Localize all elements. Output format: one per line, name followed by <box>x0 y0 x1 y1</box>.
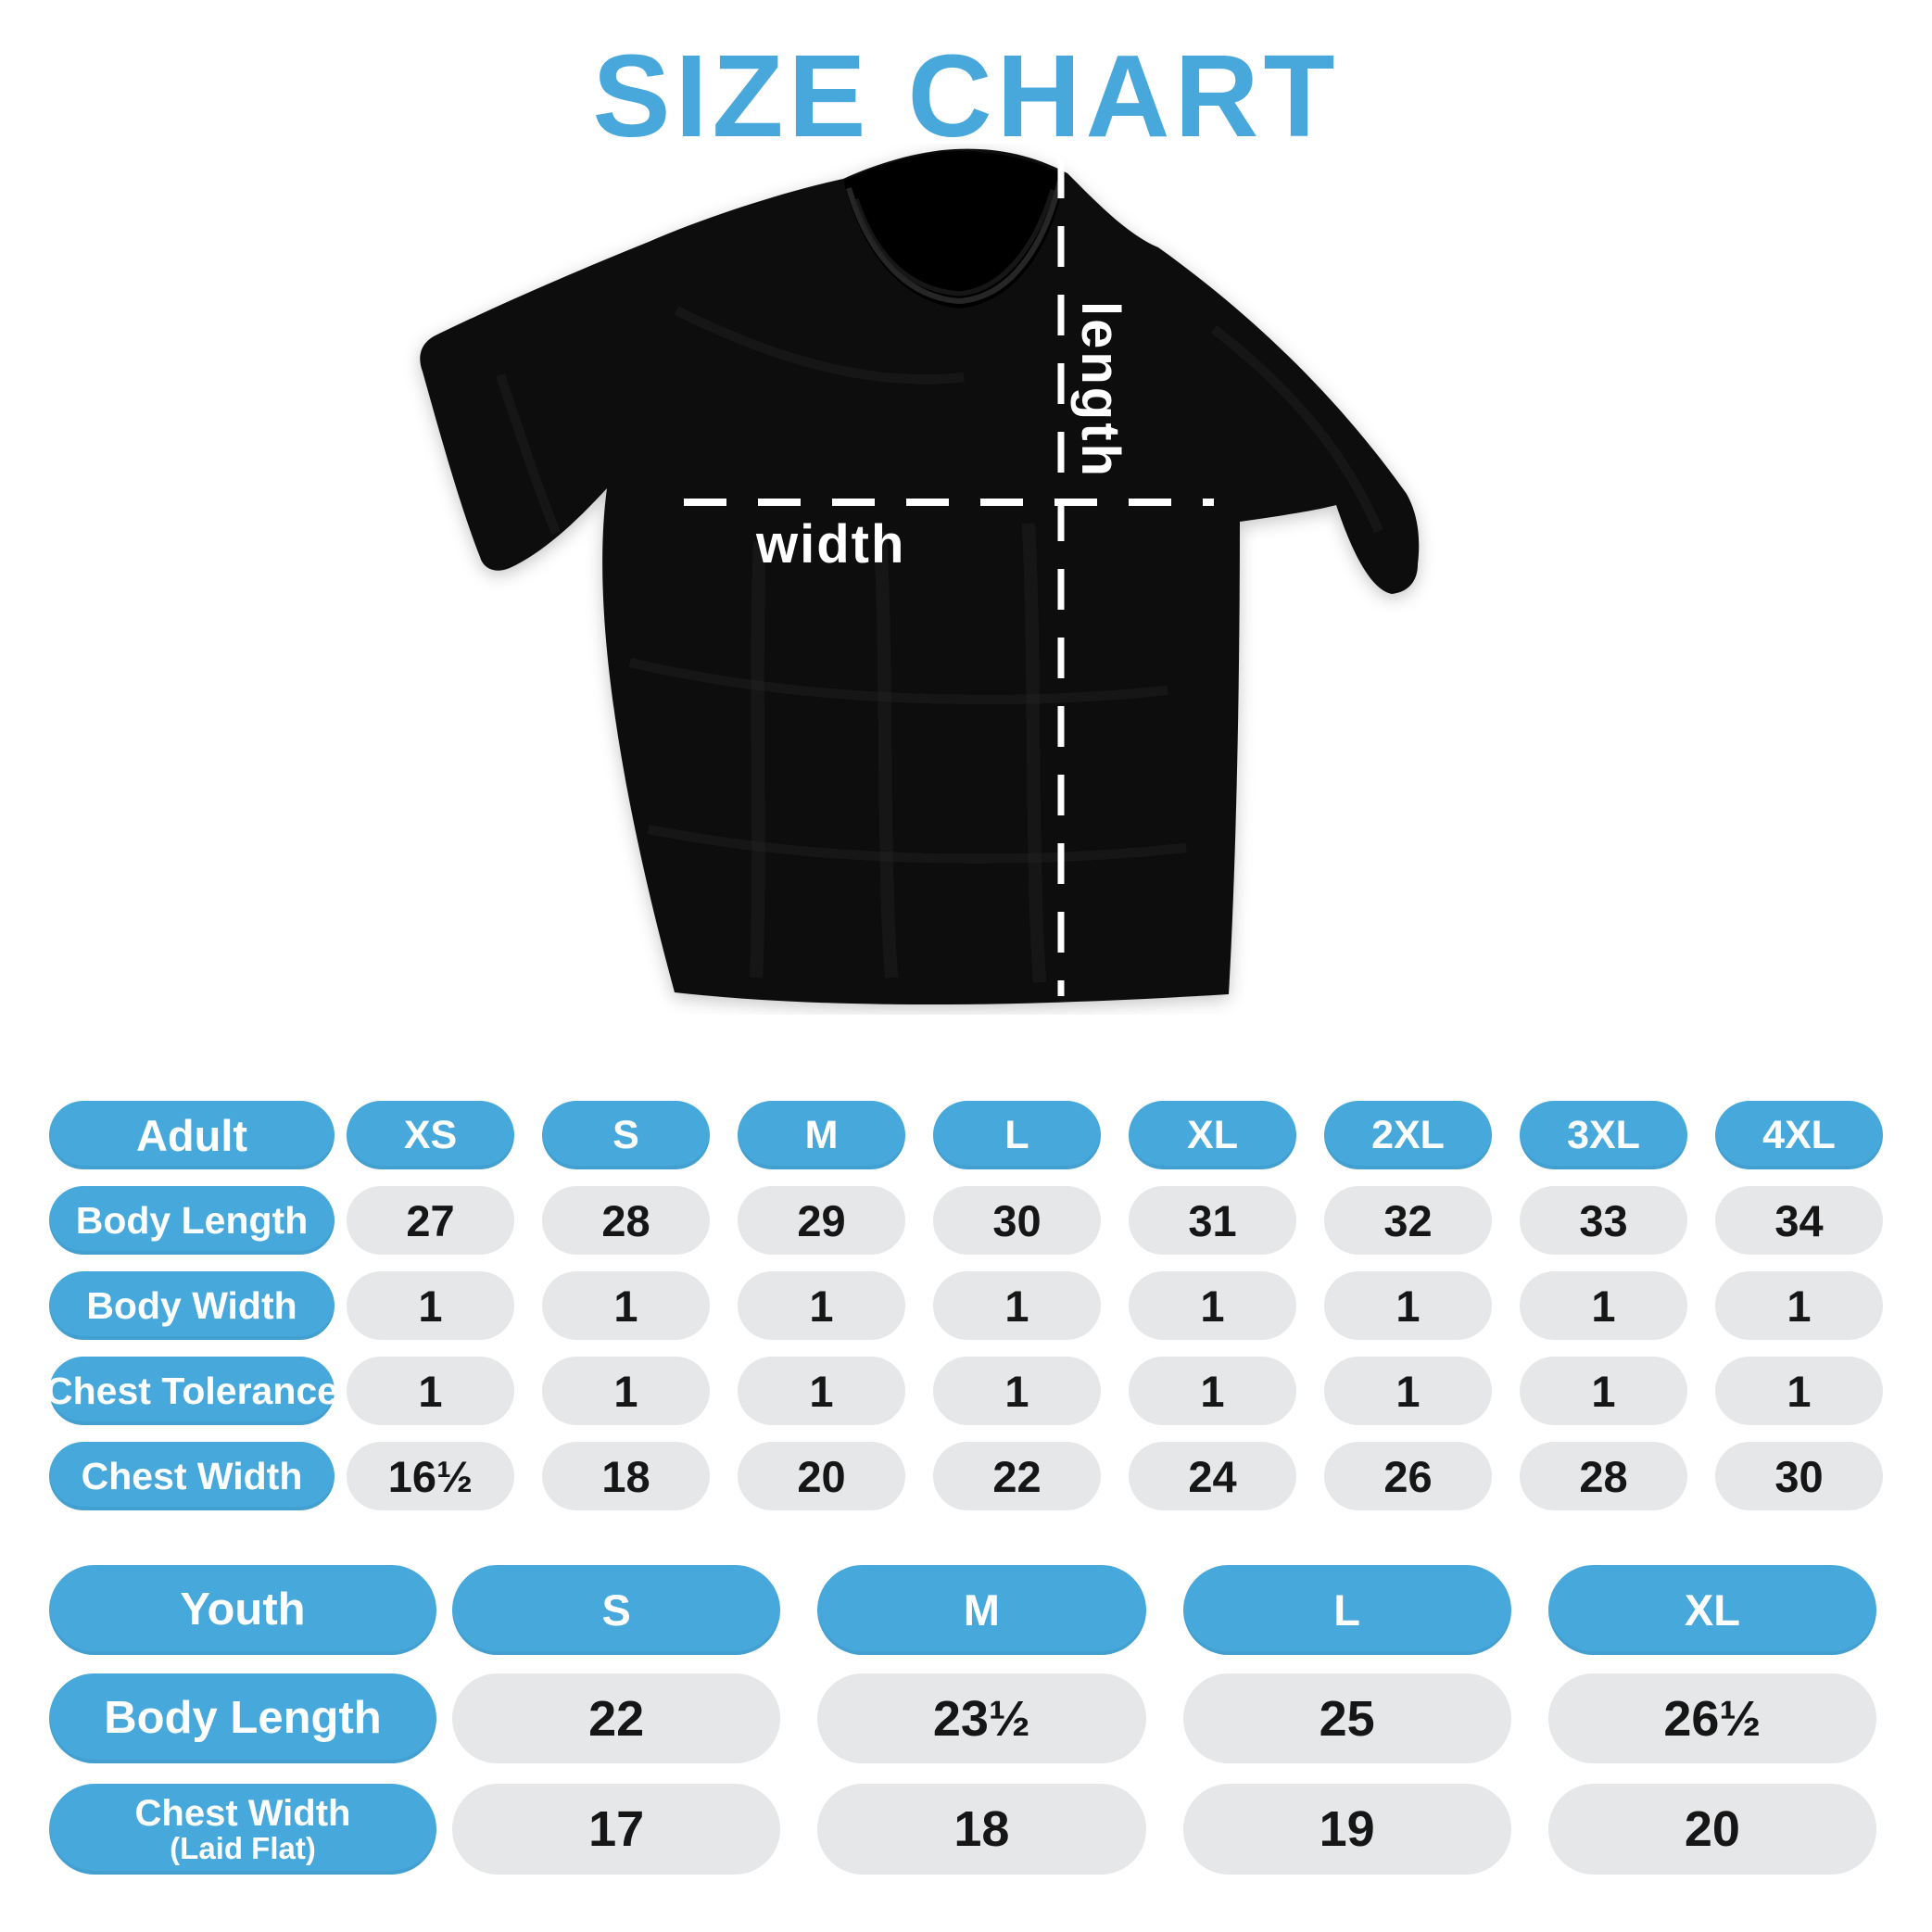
adult-size-3xl: 3XL <box>1520 1101 1687 1169</box>
value-pill: 1 <box>1324 1271 1492 1340</box>
page-title: SIZE CHART <box>592 31 1340 161</box>
row-label: Chest Width (Laid Flat) <box>49 1784 436 1875</box>
width-label: width <box>755 514 905 575</box>
value-pill: 23½ <box>817 1673 1146 1763</box>
value-pill: 1 <box>1520 1271 1687 1340</box>
adult-size-2xl: 2XL <box>1324 1101 1492 1169</box>
adult-body-width-row: Body Width 1 1 1 1 1 1 1 1 <box>49 1271 1883 1340</box>
adult-header-row: Adult XS S M L XL 2XL 3XL 4XL <box>49 1101 1883 1169</box>
value-pill: 18 <box>817 1784 1146 1875</box>
value-pill: 22 <box>452 1673 781 1763</box>
row-label-text: Body Length <box>104 1692 382 1743</box>
value-pill: 29 <box>738 1186 905 1255</box>
value-pill: 22 <box>933 1442 1101 1510</box>
value-pill: 17 <box>452 1784 781 1875</box>
tshirt-diagram: length width <box>420 148 1420 1005</box>
value-pill: 24 <box>1129 1442 1296 1510</box>
row-label-text: Chest Width <box>134 1792 351 1834</box>
youth-size-s: S <box>452 1565 781 1655</box>
row-label: Body Length <box>49 1186 335 1255</box>
value-pill: 1 <box>1324 1357 1492 1425</box>
value-pill: 1 <box>347 1271 514 1340</box>
youth-size-m: M <box>817 1565 1146 1655</box>
adult-size-s: S <box>542 1101 710 1169</box>
adult-size-xl: XL <box>1129 1101 1296 1169</box>
value-pill: 30 <box>933 1186 1101 1255</box>
value-pill: 34 <box>1715 1186 1883 1255</box>
value-pill: 20 <box>1547 1784 1876 1875</box>
length-label: length <box>1070 301 1130 479</box>
value-pill: 30 <box>1715 1442 1883 1510</box>
youth-header-label: Youth <box>49 1565 436 1655</box>
value-pill: 1 <box>1129 1271 1296 1340</box>
adult-chest-tolerance-row: Chest Tolerance 1 1 1 1 1 1 1 1 <box>45 1357 1883 1425</box>
value-pill: 1 <box>933 1271 1101 1340</box>
value-pill: 27 <box>347 1186 514 1255</box>
row-label: Chest Width <box>49 1442 335 1510</box>
value-pill: 19 <box>1182 1784 1511 1875</box>
value-pill: 1 <box>347 1357 514 1425</box>
row-sublabel-text: (Laid Flat) <box>170 1830 316 1865</box>
adult-chest-width-row: Chest Width 16½ 18 20 22 24 26 28 30 <box>49 1442 1883 1510</box>
value-pill: 1 <box>1715 1271 1883 1340</box>
value-pill: 1 <box>1520 1357 1687 1425</box>
value-pill: 1 <box>738 1357 905 1425</box>
youth-size-table: Youth S M L XL Body Length 22 23½ 25 26½ <box>49 1565 1876 1875</box>
adult-size-xs: XS <box>347 1101 514 1169</box>
youth-header-row: Youth S M L XL <box>49 1565 1876 1655</box>
value-pill: 25 <box>1182 1673 1511 1763</box>
value-pill: 28 <box>1520 1442 1687 1510</box>
tshirt-graphic <box>420 148 1420 1005</box>
value-pill: 1 <box>1129 1357 1296 1425</box>
adult-size-m: M <box>738 1101 905 1169</box>
adult-header-label: Adult <box>49 1101 335 1169</box>
value-pill: 1 <box>933 1357 1101 1425</box>
adult-size-table: Adult XS S M L XL 2XL 3XL 4XL Body Lengt… <box>45 1101 1883 1527</box>
value-pill: 1 <box>738 1271 905 1340</box>
value-pill: 32 <box>1324 1186 1492 1255</box>
youth-body-length-row: Body Length 22 23½ 25 26½ <box>49 1673 1876 1763</box>
value-pill: 26 <box>1324 1442 1492 1510</box>
adult-size-l: L <box>933 1101 1101 1169</box>
value-pill: 18 <box>542 1442 710 1510</box>
value-pill: 28 <box>542 1186 710 1255</box>
value-pill: 26½ <box>1547 1673 1876 1763</box>
value-pill: 33 <box>1520 1186 1687 1255</box>
youth-chest-width-row: Chest Width (Laid Flat) 17 18 19 20 <box>49 1784 1876 1875</box>
value-pill: 1 <box>1715 1357 1883 1425</box>
row-label: Body Width <box>49 1271 335 1340</box>
row-label: Chest Tolerance <box>45 1357 338 1425</box>
value-pill: 20 <box>738 1442 905 1510</box>
adult-size-4xl: 4XL <box>1715 1101 1883 1169</box>
value-pill: 31 <box>1129 1186 1296 1255</box>
row-label: Body Length <box>49 1673 436 1763</box>
youth-size-l: L <box>1182 1565 1511 1655</box>
value-pill: 1 <box>542 1271 710 1340</box>
adult-body-length-row: Body Length 27 28 29 30 31 32 33 34 <box>49 1186 1883 1255</box>
value-pill: 16½ <box>347 1442 514 1510</box>
youth-size-xl: XL <box>1547 1565 1876 1655</box>
value-pill: 1 <box>542 1357 710 1425</box>
